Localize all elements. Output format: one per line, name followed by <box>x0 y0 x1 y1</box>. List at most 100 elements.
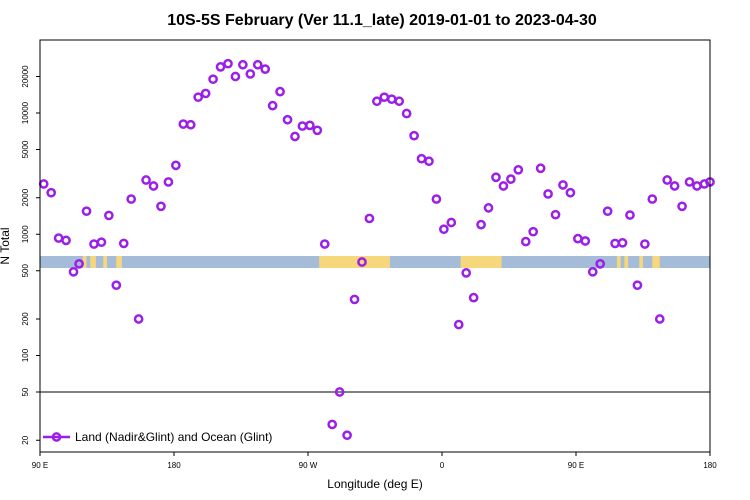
data-point <box>319 239 330 249</box>
data-point <box>528 226 539 237</box>
data-point <box>305 120 315 131</box>
data-point <box>364 213 375 224</box>
data-point <box>267 100 278 111</box>
data-point <box>386 94 397 105</box>
data-point <box>141 175 151 185</box>
y-tick-label: 20 <box>21 435 30 444</box>
land-segment <box>82 256 87 268</box>
x-axis-label: Longitude (deg E) <box>327 477 422 491</box>
data-point <box>513 164 524 175</box>
data-point <box>53 233 64 243</box>
data-point <box>692 181 702 191</box>
data-point <box>394 96 405 107</box>
y-tick-label: 200 <box>21 312 30 326</box>
y-tick-label: 20000 <box>21 65 30 88</box>
data-point <box>245 69 256 79</box>
data-point <box>61 235 71 246</box>
data-point <box>647 194 658 204</box>
data-point <box>565 187 576 198</box>
data-point <box>178 119 189 129</box>
plot-frame <box>39 39 711 453</box>
legend-label: Land (Nadir&Glint) and Ocean (Glint) <box>75 430 272 444</box>
data-point <box>252 59 263 70</box>
data-point <box>74 258 84 269</box>
y-tick-label: 10000 <box>21 101 30 124</box>
data-point <box>520 236 531 247</box>
data-point <box>89 239 99 249</box>
y-axis-ticks: 20 50 100 200 500 1000 2000 5000 10000 20000 <box>21 65 40 445</box>
data-point <box>126 194 137 204</box>
data-point <box>587 266 598 277</box>
legend: Land (Nadir&Glint) and Ocean (Glint) <box>43 430 272 444</box>
data-point <box>446 217 457 228</box>
data-point <box>349 294 360 305</box>
y-tick-label: 1000 <box>21 225 30 243</box>
surface-strip <box>40 256 710 268</box>
land-segment <box>460 256 502 268</box>
data-point <box>550 209 561 220</box>
data-point <box>104 210 114 221</box>
data-point <box>96 237 107 248</box>
data-point <box>297 121 308 131</box>
data-point <box>543 189 553 199</box>
data-point <box>342 430 352 441</box>
chart-title: 10S-5S February (Ver 11.1_late) 2019-01-… <box>167 12 597 29</box>
data-point <box>535 163 546 174</box>
land-segment <box>639 256 643 268</box>
legend-marker-swatch <box>51 432 62 442</box>
x-tick-label: 90 W <box>299 461 318 470</box>
data-point <box>669 181 680 191</box>
data-point <box>334 387 345 397</box>
data-point <box>81 206 92 217</box>
data-point <box>238 59 248 70</box>
data-point <box>610 238 620 249</box>
data-point <box>215 62 226 72</box>
data-point <box>38 179 49 189</box>
data-point <box>148 181 159 191</box>
data-point <box>118 238 129 249</box>
data-point <box>282 114 293 125</box>
land-segment <box>616 256 621 268</box>
land-segment <box>116 256 122 268</box>
data-point <box>506 174 516 184</box>
data-point <box>312 125 323 136</box>
data-point <box>684 177 695 187</box>
x-tick-label: 0 <box>440 461 445 470</box>
data-point <box>476 219 486 230</box>
data-point <box>193 92 204 103</box>
data-point <box>431 194 442 204</box>
data-point <box>416 153 427 164</box>
x-tick-label: 90 E <box>568 461 584 470</box>
data-point <box>185 119 196 130</box>
land-segment <box>319 256 390 268</box>
x-tick-label: 90 E <box>32 461 48 470</box>
y-tick-label: 100 <box>21 348 30 362</box>
data-point <box>677 201 687 212</box>
y-tick-label: 2000 <box>21 188 30 206</box>
data-point <box>409 130 419 141</box>
data-point <box>275 86 285 97</box>
y-tick-label: 500 <box>21 264 30 278</box>
data-point <box>558 180 568 190</box>
data-point <box>171 160 181 171</box>
data-point <box>260 64 271 74</box>
data-point <box>223 58 233 69</box>
data-point <box>617 237 628 248</box>
data-point <box>491 172 501 183</box>
data-point <box>595 258 606 269</box>
data-point <box>573 233 583 244</box>
data-point <box>133 314 144 324</box>
data-point <box>372 96 382 107</box>
data-point <box>208 74 218 85</box>
data-point <box>357 257 367 267</box>
data-point <box>156 201 166 212</box>
data-point <box>439 224 449 235</box>
data-point <box>453 319 464 330</box>
data-point <box>640 239 650 249</box>
data-point <box>461 268 472 278</box>
data-point <box>468 292 479 303</box>
land-segment <box>624 256 629 268</box>
data-point <box>401 108 412 119</box>
data-point <box>654 314 665 324</box>
data-point <box>483 203 494 213</box>
